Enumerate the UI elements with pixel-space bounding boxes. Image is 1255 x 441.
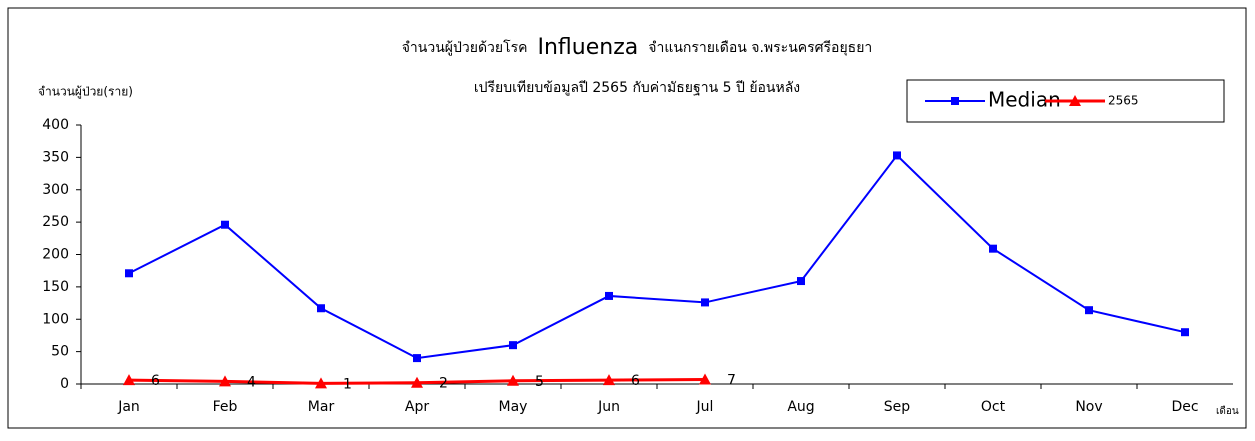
y-tick-label: 300 (42, 182, 69, 198)
x-tick-label: Jan (117, 399, 140, 415)
data-label: 5 (535, 374, 544, 390)
point-marker (701, 298, 709, 307)
y-tick-label: 350 (42, 149, 69, 165)
point-marker (221, 220, 229, 229)
x-tick-label: Jul (696, 399, 714, 415)
x-tick-label: May (499, 399, 528, 415)
point-marker (1181, 328, 1189, 337)
point-marker (1085, 306, 1093, 315)
data-label: 2 (439, 376, 448, 392)
point-marker (509, 341, 517, 350)
point-marker (413, 354, 421, 363)
point-marker (603, 374, 615, 386)
x-axis-label: เดือน (1216, 405, 1239, 417)
x-tick-label: Mar (308, 399, 335, 415)
data-label: 6 (631, 373, 640, 389)
series-line (128, 153, 1186, 360)
chart-frame (7, 7, 1247, 429)
y-tick-label: 100 (42, 311, 69, 327)
chart-title: จำนวนผู้ป่วยด้วยโรค (402, 39, 528, 56)
chart-title: Influenza (538, 35, 639, 60)
x-tick-label: Jun (597, 399, 620, 415)
x-tick-label: Sep (884, 399, 911, 415)
x-tick-label: Dec (1171, 399, 1198, 415)
point-marker (317, 304, 325, 313)
x-tick-label: Apr (405, 399, 429, 415)
data-label: 6 (151, 373, 160, 389)
legend-label: 2565 (1108, 94, 1139, 108)
point-marker (1069, 95, 1081, 106)
point-marker (893, 151, 901, 160)
y-tick-label: 50 (51, 344, 69, 360)
x-tick-label: Aug (787, 399, 814, 415)
point-marker (219, 375, 231, 387)
data-label: 4 (247, 374, 256, 390)
point-marker (507, 374, 519, 386)
point-marker (125, 269, 133, 278)
x-tick-label: Nov (1075, 399, 1102, 415)
point-marker (123, 374, 135, 386)
point-marker (797, 277, 805, 286)
y-tick-label: 0 (60, 376, 69, 392)
point-marker (989, 244, 997, 253)
point-marker (605, 291, 613, 300)
y-tick-label: 400 (42, 117, 69, 133)
x-tick-label: Oct (981, 399, 1006, 415)
y-tick-label: 150 (42, 279, 69, 295)
point-marker (951, 97, 959, 105)
data-label: 1 (343, 376, 352, 392)
chart-subtitle: เปรียบเทียบข้อมูลปี 2565 กับค่ามัธยฐาน 5… (474, 80, 800, 96)
point-marker (699, 373, 711, 385)
y-axis-label: จำนวนผู้ป่วย(ราย) (38, 85, 133, 100)
x-tick-label: Feb (213, 399, 238, 415)
y-tick-label: 250 (42, 214, 69, 230)
point-marker (315, 377, 327, 389)
point-marker (411, 376, 423, 388)
data-label: 7 (727, 372, 736, 388)
chart-title: จำแนกรายเดือน จ.พระนครศรีอยุธยา (648, 40, 872, 56)
y-tick-label: 200 (42, 247, 69, 263)
